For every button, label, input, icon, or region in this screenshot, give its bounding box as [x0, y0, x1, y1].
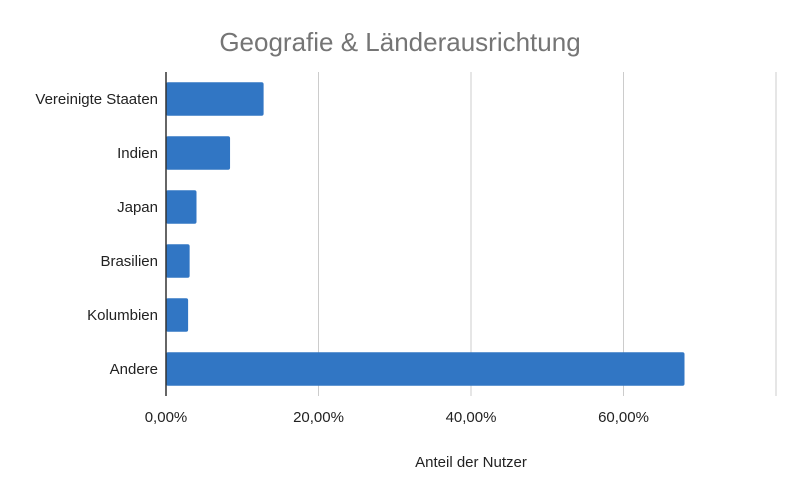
tick-labels: 0,00% 20,00% 40,00% 60,00%: [145, 409, 649, 426]
bar: [166, 136, 231, 170]
grid-lines: [318, 72, 777, 396]
x-tick-label: 40,00%: [446, 409, 497, 426]
bar: [166, 190, 197, 224]
category-label: Andere: [110, 361, 158, 378]
category-label: Brasilien: [100, 253, 158, 270]
category-labels: Vereinigte Staaten Indien Japan Brasilien Ko…: [35, 91, 158, 378]
bar: [166, 244, 190, 278]
x-tick-label: 0,00%: [145, 409, 188, 426]
category-label: Japan: [117, 199, 158, 216]
x-tick-label: 60,00%: [598, 409, 649, 426]
bars: [166, 82, 685, 386]
x-tick-label: 20,00%: [293, 409, 344, 426]
category-label: Vereinigte Staaten: [35, 91, 158, 108]
category-label: Indien: [117, 145, 158, 162]
bar: [166, 352, 685, 386]
chart-title: Geografie & Länderausrichtung: [219, 27, 580, 57]
bar: [166, 82, 264, 116]
bar: [166, 298, 189, 332]
x-axis-title: Anteil der Nutzer: [415, 454, 527, 471]
category-label: Kolumbien: [87, 307, 158, 324]
